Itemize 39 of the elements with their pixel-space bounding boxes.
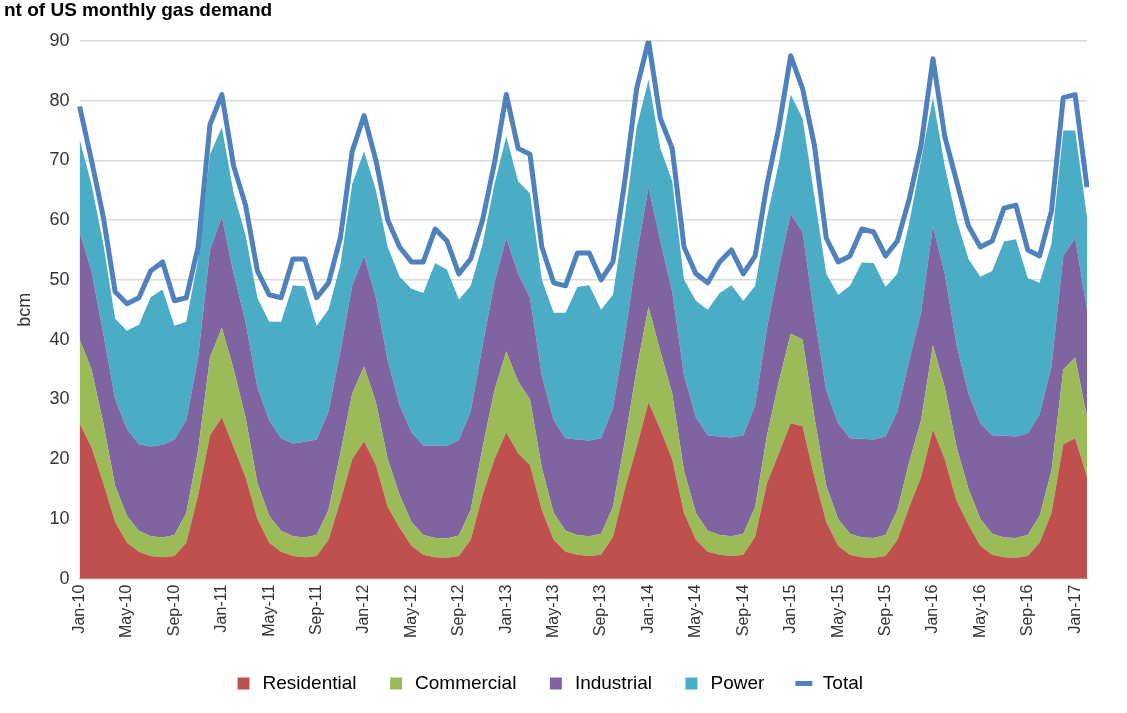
y-tick-label: 90: [49, 29, 70, 50]
x-tick-label: May-14: [686, 584, 704, 639]
y-tick-label: 80: [49, 89, 70, 110]
x-tick-label: Jan-13: [496, 584, 514, 634]
x-tick-label: Sep-12: [449, 584, 467, 637]
x-tick-label: Sep-13: [591, 584, 609, 637]
y-tick-label: 50: [49, 268, 70, 289]
y-tick-label: 60: [49, 209, 70, 230]
y-tick-label: 0: [59, 567, 70, 588]
legend-label: Total: [822, 671, 863, 693]
y-tick-label: 70: [49, 149, 70, 170]
x-tick-label: Jan-10: [70, 584, 88, 634]
x-tick-label: Jan-15: [781, 584, 799, 634]
x-tick-label: Jan-16: [923, 584, 941, 634]
x-tick-label: Jan-11: [212, 584, 230, 633]
x-tick-label: May-10: [117, 584, 135, 639]
x-tick-label: Sep-14: [733, 584, 751, 637]
x-tick-label: Sep-10: [164, 584, 182, 637]
y-tick-label: 20: [49, 448, 70, 469]
x-tick-label: Jan-14: [638, 584, 656, 634]
x-tick-label: May-13: [544, 584, 562, 639]
y-axis-title: bcm: [13, 292, 34, 327]
x-tick-label: May-11: [259, 584, 277, 637]
legend-label: Power: [710, 671, 765, 693]
y-tick-label: 10: [49, 507, 70, 528]
legend-label: Industrial: [574, 671, 652, 693]
legend-label: Residential: [262, 671, 357, 693]
y-tick-label: 30: [49, 388, 70, 409]
y-tick-label: 40: [49, 328, 70, 349]
x-tick-label: May-16: [970, 584, 988, 639]
x-tick-label: Sep-16: [1018, 584, 1036, 637]
legend-label: Commercial: [415, 671, 517, 693]
x-tick-label: May-12: [401, 584, 419, 639]
chart-title: nt of US monthly gas demand: [4, 0, 273, 20]
x-tick-label: Sep-11: [307, 584, 325, 636]
x-tick-label: Jan-17: [1065, 584, 1083, 634]
x-tick-label: Jan-12: [354, 584, 372, 634]
x-tick-label: Sep-15: [875, 584, 893, 637]
x-tick-label: May-15: [828, 584, 846, 639]
